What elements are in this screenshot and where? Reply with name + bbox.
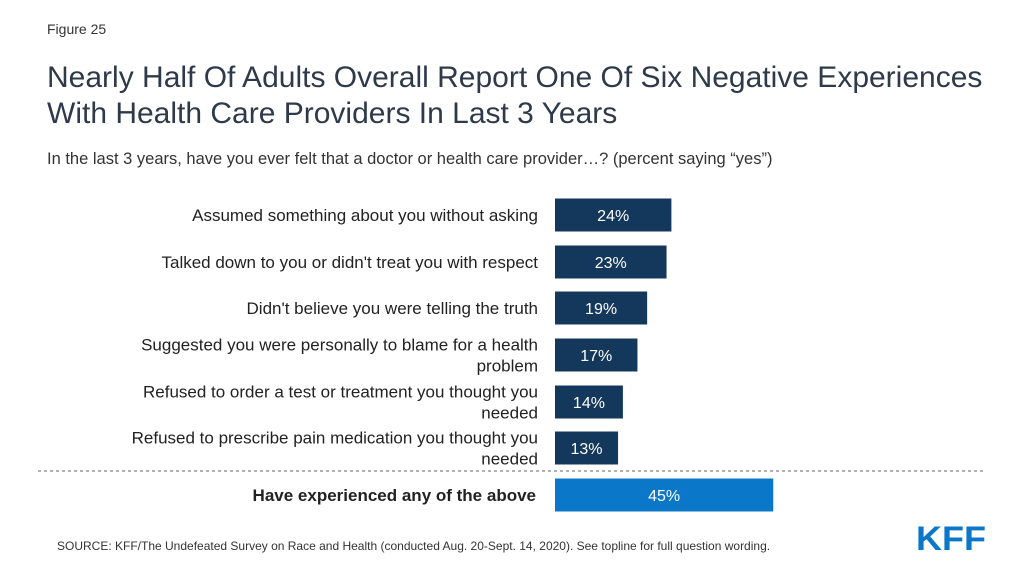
kff-logo-text: KFF [916,520,986,554]
data-label: 23% [595,255,627,272]
bar [555,245,667,279]
category-label: Refused to order a test or treatment you… [143,383,538,423]
bar [555,291,648,325]
category-label-line: Refused to order a test or treatment you… [143,383,538,402]
category-label-line: needed [481,404,538,423]
kff-logo: KFF [916,520,986,554]
category-label: Assumed something about you without aski… [192,206,538,225]
category-label-line: Talked down to you or didn't treat you w… [161,253,538,272]
bar [555,385,623,419]
summary-data-label: 45% [648,488,680,505]
chart-subtitle: In the last 3 years, have you ever felt … [47,150,773,168]
bar [555,431,619,465]
category-label-line: Assumed something about you without aski… [192,206,538,225]
category-label: Refused to prescribe pain medication you… [132,429,538,469]
data-label: 19% [585,301,617,318]
bar [555,198,672,232]
category-label: Talked down to you or didn't treat you w… [161,253,538,272]
category-label: Didn't believe you were telling the trut… [247,299,538,318]
summary-bar [555,478,774,512]
bar [555,338,638,372]
data-label: 24% [597,208,629,225]
source-note: SOURCE: KFF/The Undefeated Survey on Rac… [57,539,771,553]
category-label: Suggested you were personally to blame f… [141,336,538,376]
category-label-line: needed [481,450,538,469]
category-label-line: Refused to prescribe pain medication you… [132,429,538,448]
data-label: 14% [573,395,605,412]
category-label-line: problem [477,357,538,376]
chart-title: Nearly Half Of Adults Overall Report One… [47,61,983,130]
data-label: 13% [571,441,603,458]
category-label-line: Suggested you were personally to blame f… [141,336,538,355]
category-label-line: Didn't believe you were telling the trut… [247,299,538,318]
summary-category-label: Have experienced any of the above [253,486,536,505]
bar-chart: 24% Assumed something about you without a… [38,198,985,512]
figure-label: Figure 25 [47,21,107,37]
data-label: 17% [580,348,612,365]
